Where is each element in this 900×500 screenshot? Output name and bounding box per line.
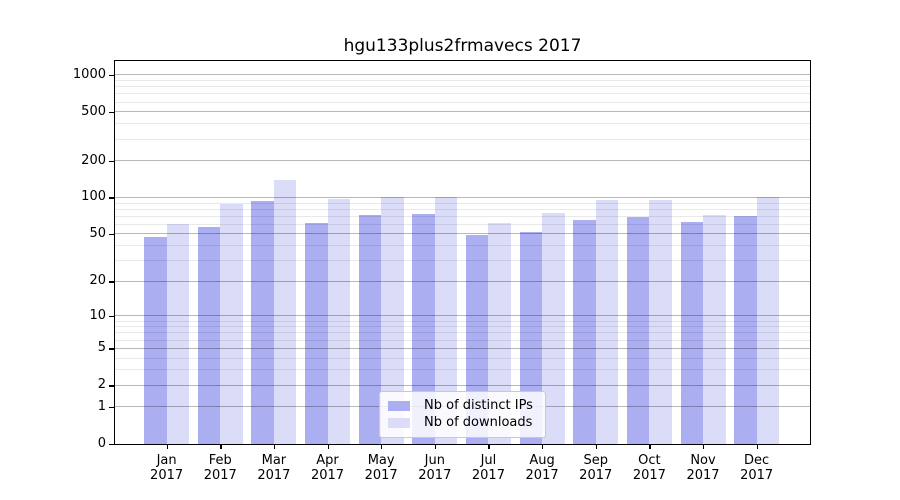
bar-downloads-may xyxy=(381,196,404,444)
y-tick-label-100: 100 xyxy=(81,189,106,205)
gridline-major-1000 xyxy=(115,74,810,76)
x-tick-label-jun: Jun 2017 xyxy=(418,453,452,483)
x-tick-label-nov: Nov 2017 xyxy=(686,453,720,483)
bar-ips-jun xyxy=(412,214,435,444)
bar-ips-may xyxy=(358,214,382,444)
gridline-minor-800 xyxy=(115,86,810,88)
y-tick-label-20: 20 xyxy=(89,273,106,289)
y-tick-1000 xyxy=(109,74,114,77)
y-tick-label-1: 1 xyxy=(97,398,106,414)
y-tick-label-500: 500 xyxy=(81,103,106,119)
x-tick-label-dec: Dec 2017 xyxy=(740,453,774,483)
y-tick-2 xyxy=(109,385,114,387)
bar-ips-apr xyxy=(305,222,328,444)
y-tick-500 xyxy=(109,111,114,114)
y-tick-label-0: 0 xyxy=(97,436,106,451)
bar-ips-aug xyxy=(519,231,543,444)
bar-downloads-jul xyxy=(488,222,511,444)
gridline-minor-300 xyxy=(115,138,810,140)
bar-downloads-dec xyxy=(756,197,780,444)
gridline-minor-900 xyxy=(115,80,810,82)
legend-label-downloads: Nb of downloads xyxy=(424,415,533,430)
x-tick-label-apr: Apr 2017 xyxy=(310,453,345,483)
bar-ips-nov xyxy=(680,221,703,444)
x-tick-label-sep: Sep 2017 xyxy=(579,453,613,483)
x-tick-oct xyxy=(649,444,651,449)
x-tick-label-aug: Aug 2017 xyxy=(525,453,559,483)
x-tick-jan xyxy=(166,444,168,449)
x-tick-sep xyxy=(595,444,598,449)
y-tick-5 xyxy=(109,348,114,350)
x-tick-label-jan: Jan 2017 xyxy=(150,453,184,483)
chart-title: hgu133plus2frmavecs 2017 xyxy=(343,36,582,56)
bar-downloads-jan xyxy=(166,224,190,444)
bar-downloads-feb xyxy=(220,203,243,444)
legend-label-distinct-ips: Nb of distinct IPs xyxy=(424,398,533,413)
x-tick-nov xyxy=(703,444,705,449)
bar-downloads-sep xyxy=(595,199,619,444)
bar-ips-dec xyxy=(734,215,757,444)
y-tick-label-2: 2 xyxy=(97,377,106,393)
x-tick-label-oct: Oct 2017 xyxy=(632,453,666,483)
bar-downloads-mar xyxy=(273,179,297,444)
bar-ips-feb xyxy=(197,227,221,444)
y-tick-label-10: 10 xyxy=(89,307,106,323)
gridline-minor-700 xyxy=(115,93,810,95)
bar-downloads-apr xyxy=(327,198,351,444)
y-tick-label-50: 50 xyxy=(89,225,106,241)
x-tick-may xyxy=(381,444,383,449)
bar-downloads-nov xyxy=(703,214,726,444)
bar-ips-sep xyxy=(573,220,596,444)
plot-area xyxy=(115,61,810,444)
y-tick-50 xyxy=(109,233,114,236)
gridline-major-200 xyxy=(115,160,810,162)
y-tick-10 xyxy=(109,315,114,318)
bar-ips-mar xyxy=(251,200,274,444)
x-tick-dec xyxy=(756,444,758,449)
y-tick-100 xyxy=(109,197,114,199)
bar-ips-jan xyxy=(144,237,167,444)
legend: Nb of distinct IPs Nb of downloads xyxy=(379,391,546,438)
bar-ips-oct xyxy=(626,217,650,444)
x-tick-aug xyxy=(542,444,544,449)
bar-downloads-jun xyxy=(434,196,458,444)
bar-downloads-aug xyxy=(542,213,565,444)
x-tick-label-may: May 2017 xyxy=(364,453,398,483)
y-tick-label-1000: 1000 xyxy=(72,66,106,82)
x-tick-label-mar: Mar 2017 xyxy=(257,453,291,483)
x-tick-feb xyxy=(220,444,222,449)
x-tick-jul xyxy=(488,444,490,449)
x-tick-label-jul: Jul 2017 xyxy=(471,453,505,483)
y-tick-0 xyxy=(109,444,114,446)
y-tick-label-200: 200 xyxy=(81,152,106,168)
gridline-minor-400 xyxy=(115,123,810,125)
gridline-major-100 xyxy=(115,196,810,198)
x-tick-mar xyxy=(273,444,276,449)
gridline-minor-600 xyxy=(115,101,810,103)
y-tick-20 xyxy=(109,281,114,283)
x-tick-label-feb: Feb 2017 xyxy=(203,453,237,483)
legend-swatch-downloads xyxy=(388,418,410,428)
legend-swatch-distinct-ips xyxy=(388,401,410,411)
gridline-major-500 xyxy=(115,111,810,113)
y-tick-1 xyxy=(109,406,114,409)
x-tick-apr xyxy=(327,444,329,449)
y-tick-200 xyxy=(109,160,114,162)
x-tick-jun xyxy=(434,444,437,449)
y-tick-label-5: 5 xyxy=(97,340,106,356)
bar-downloads-oct xyxy=(649,199,672,444)
